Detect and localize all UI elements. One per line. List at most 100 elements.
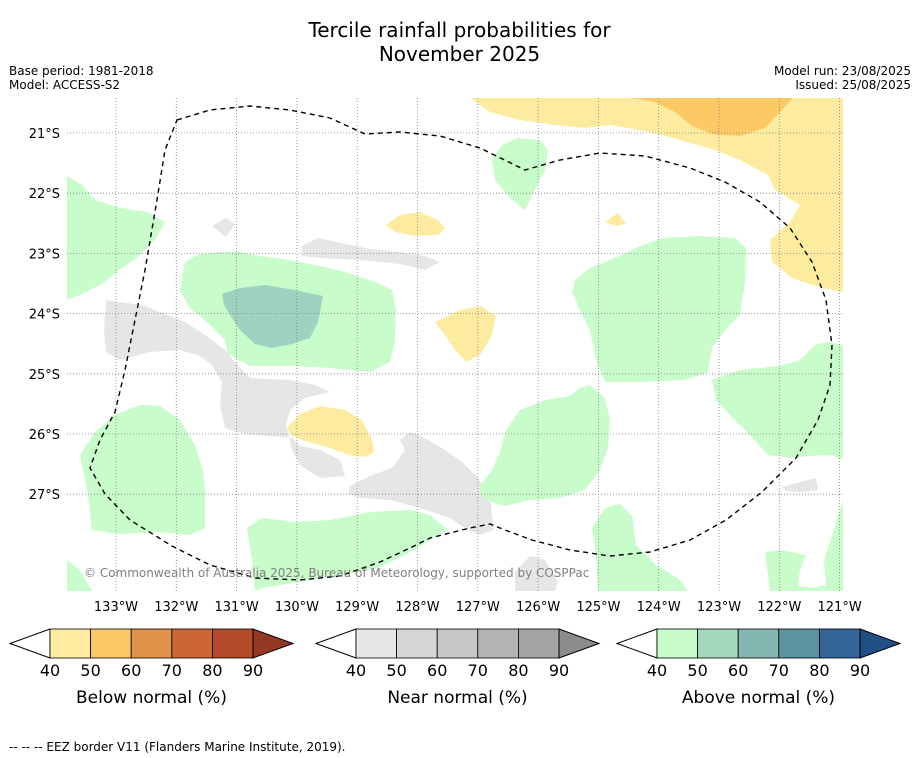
latitude-label: 21°S [29,127,60,142]
colorbar-tick-label: 60 [121,661,141,680]
above-normal-region [592,504,688,591]
near-normal-region [212,218,235,237]
below-normal-region [605,213,626,226]
colorbar-segment [737,628,780,659]
near-normal-region [104,300,345,478]
below-normal-region [630,98,793,136]
colorbar: 40 50 60 70 80 90 Near normal (%) [314,628,601,708]
model-run-text: Model run: 23/08/2025 [773,64,911,78]
colorbar-extend-high [558,628,601,659]
below-normal-region [287,406,374,457]
longitude-label: 130°W [275,600,319,615]
colorbar-tick-label: 50 [80,661,100,680]
colorbar-segment [436,628,479,659]
colorbar-extend-high [252,628,295,659]
colorbar-segment [518,628,560,659]
colorbar-segment [130,628,173,659]
longitude-label: 131°W [215,600,259,615]
colorbar-tick-label: 90 [850,661,870,680]
longitude-label: 121°W [818,600,862,615]
colorbar-tick-label: 60 [427,661,447,680]
colorbar-tick-label: 40 [40,661,60,680]
longitude-label: 122°W [757,600,801,615]
longitude-label: 128°W [395,600,439,615]
longitude-labels: 133°W 132°W 131°W 130°W 129°W 128°W 127°W 126°W… [94,600,862,615]
near-normal-region [515,556,558,591]
longitude-label: 129°W [335,600,379,615]
near-normal-region [302,238,440,270]
colorbar-segment [697,628,739,659]
above-normal-region [67,176,165,300]
colorbar-segment [355,628,397,659]
colorbar-tick-label: 60 [728,661,748,680]
colorbar-tick-label: 50 [386,661,406,680]
longitude-label: 125°W [576,600,620,615]
colorbar-tick-label: 70 [468,661,488,680]
colorbar-label: Above normal (%) [682,688,835,708]
base-period-text: Base period: 1981-2018 [9,64,154,78]
model-text: Model: ACCESS-S2 [9,78,121,92]
colorbar-segment [656,628,698,659]
colorbar-segment [477,628,519,659]
latitude-label: 23°S [29,247,60,262]
colorbar: 40 50 60 70 80 90 Below normal (%) [8,628,295,708]
colorbar-tick-label: 90 [243,661,263,680]
near-normal-region [782,478,818,492]
colorbar-tick-label: 80 [508,661,528,680]
latitude-label: 27°S [29,488,60,503]
copyright-text: © Commonwealth of Australia 2025, Bureau… [84,566,589,580]
below-normal-region [470,98,843,292]
colorbar-extend-low [615,628,658,659]
graticule [67,98,843,591]
colorbar-tick-label: 40 [346,661,366,680]
above-normal-region [67,560,92,591]
colorbar-tick-label: 40 [647,661,667,680]
above-normal-region [712,342,843,460]
map-title-line2: November 2025 [378,42,541,66]
colorbar-label: Below normal (%) [76,688,227,708]
latitude-label: 24°S [29,308,60,323]
longitude-label: 127°W [456,600,500,615]
latitude-label: 22°S [29,187,60,202]
colorbar-segment [778,628,820,659]
meta-right: Model run: 23/08/2025 Issued: 25/08/2025 [774,64,911,92]
longitude-label: 133°W [94,600,138,615]
colorbar-tick-label: 70 [162,661,182,680]
colorbar-segment [49,628,91,659]
colorbars: 40 50 60 70 80 90 Below normal (%) 40 50 60 70 80 90… [8,628,902,708]
colorbar-extend-high [859,628,902,659]
colorbar-segment [211,628,254,659]
colorbar: 40 50 60 70 80 90 Above normal (%) [615,628,902,708]
latitude-labels: 21°S 22°S 23°S 24°S 25°S 26°S 27°S [29,127,60,503]
colorbar-tick-label: 90 [549,661,569,680]
colorbar-extend-low [8,628,51,659]
above-normal-region [80,405,205,535]
colorbar-tick-label: 70 [769,661,789,680]
colorbar-segment [396,628,438,659]
above-normal-region [222,285,323,348]
longitude-label: 126°W [516,600,560,615]
latitude-label: 25°S [29,368,60,383]
longitude-label: 123°W [697,600,741,615]
map-title-line1: Tercile rainfall probabilities for [308,18,611,42]
map-title: Tercile rainfall probabilities for Novem… [0,18,919,66]
colorbar-tick-label: 80 [202,661,222,680]
colorbar-segment [90,628,132,659]
above-normal-region [492,138,548,210]
issued-text: Issued: 25/08/2025 [795,78,911,92]
meta-left: Base period: 1981-2018 Model: ACCESS-S2 [9,64,154,92]
latitude-label: 26°S [29,428,60,443]
above-normal-region [478,385,610,506]
colorbar-segment [171,628,213,659]
colorbar-label: Near normal (%) [387,688,527,708]
colorbar-tick-label: 50 [687,661,707,680]
near-normal-region [348,432,494,535]
eez-legend-note: -- -- -- EEZ border V11 (Flanders Marine… [9,740,346,754]
below-normal-region [386,212,445,236]
colorbar-segment [819,628,861,659]
above-normal-region [765,500,843,591]
eez-border [89,105,833,581]
longitude-label: 132°W [154,600,198,615]
map-area: © Commonwealth of Australia 2025, Bureau… [67,98,843,591]
